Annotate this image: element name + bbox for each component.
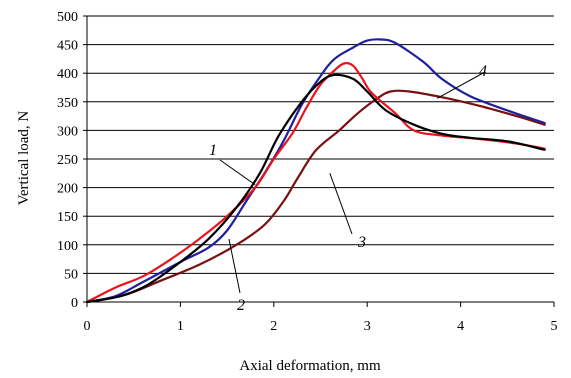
curve-annotations: 1 2 3 4: [209, 63, 487, 314]
y-tick-label: 500: [57, 10, 78, 25]
grid-lines: [87, 15, 554, 274]
x-tick-labels: 0 1 2 3 4 5: [84, 319, 558, 334]
curve-label-2: 2: [237, 297, 245, 314]
y-tick-label: 50: [64, 267, 78, 282]
y-tick-label: 250: [57, 153, 78, 168]
x-tick-label: 3: [364, 319, 371, 334]
series-line-1: [85, 73, 546, 304]
y-tick-label: 300: [57, 124, 78, 139]
annotation-leader-3: [329, 173, 353, 235]
x-tick-label: 5: [551, 319, 558, 334]
series-lines: [85, 38, 546, 304]
annotation-leader-4: [437, 71, 486, 99]
annotation-leader-2: [228, 238, 241, 294]
y-tick-label: 350: [57, 96, 78, 111]
x-axis-title: Axial deformation, mm: [239, 358, 381, 374]
y-tick-label: 200: [57, 182, 78, 197]
x-tick-label: 0: [84, 319, 91, 334]
x-tick-label: 1: [177, 319, 184, 334]
series-line-4: [85, 89, 546, 304]
y-tick-label: 0: [71, 296, 78, 311]
y-tick-label: 150: [57, 210, 78, 225]
y-tick-label: 400: [57, 67, 78, 82]
x-tick-label: 4: [457, 319, 464, 334]
y-tick-label: 100: [57, 239, 78, 254]
x-tick-label: 2: [270, 319, 277, 334]
y-tick-labels: 0 50 100 150 200 250 300 350 400 450 500: [57, 10, 78, 311]
series-line-2: [85, 38, 546, 304]
curve-label-4: 4: [479, 63, 487, 80]
curve-label-1: 1: [209, 142, 217, 159]
curve-label-3: 3: [357, 234, 366, 251]
annotation-leader-1: [219, 159, 256, 186]
y-axis-title: Vertical load, N: [16, 111, 32, 206]
y-tick-label: 450: [57, 39, 78, 54]
axes: [83, 15, 555, 307]
